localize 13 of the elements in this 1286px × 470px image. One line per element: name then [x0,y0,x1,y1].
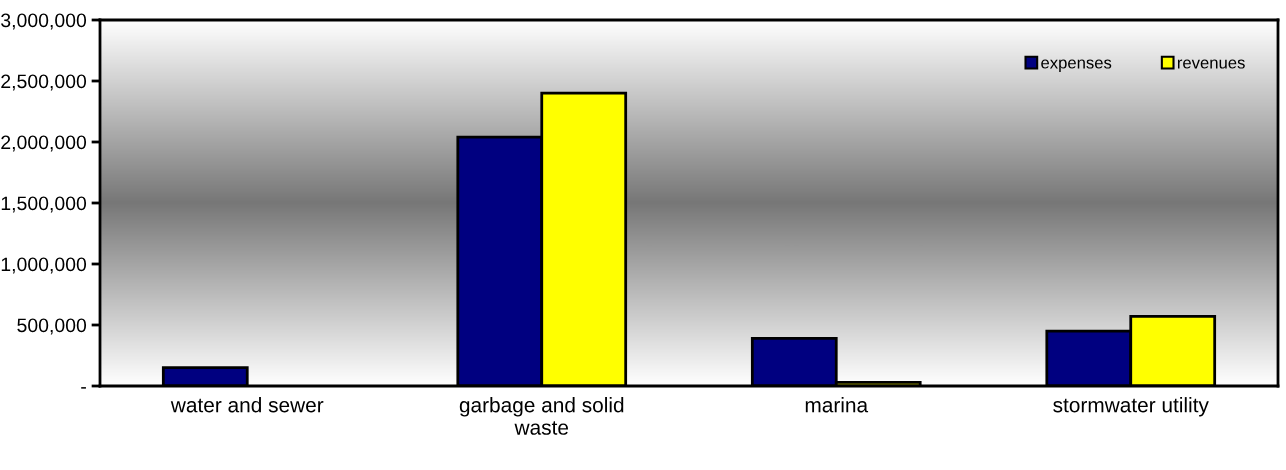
y-tick-label: 1,500,000 [1,196,87,213]
y-tick-label: - [81,387,86,389]
y-tick-label: 2,000,000 [1,135,87,152]
y-tick-label: 1,000,000 [1,257,87,274]
y-tick-label: 2,500,000 [1,74,87,91]
y-tick-label: 500,000 [17,318,87,335]
legend-label: revenues [1177,59,1245,69]
x-tick-label: stormwater utility [1053,397,1209,417]
x-tick-label: marina [805,397,869,413]
legend-label: expenses [1041,59,1112,72]
x-tick-label: water and sewer [170,397,324,413]
y-tick-label: 3,000,000 [1,13,87,30]
x-tick-label: garbage and solid waste [459,397,624,435]
